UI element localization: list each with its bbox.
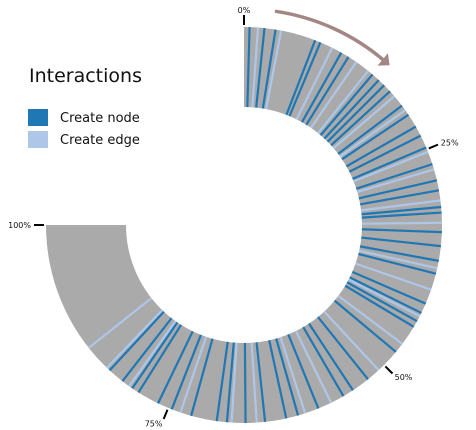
create-node-mark	[157, 330, 194, 404]
legend-label-create-node: Create node	[60, 111, 140, 126]
create-node-mark	[243, 342, 247, 424]
create-node-mark	[215, 341, 229, 422]
create-edge-mark	[358, 249, 438, 270]
create-edge-mark	[230, 342, 238, 423]
create-node-mark	[345, 125, 417, 168]
create-edge-mark	[294, 330, 333, 404]
create-node-mark	[323, 79, 380, 140]
create-node-mark	[330, 90, 391, 147]
create-node-mark	[108, 310, 165, 372]
create-node-mark	[341, 113, 410, 161]
create-edge-mark	[251, 27, 260, 108]
create-node-mark	[225, 342, 235, 423]
create-node-mark	[358, 179, 438, 200]
create-edge-mark	[295, 47, 334, 120]
create-edge-mark	[353, 150, 429, 183]
create-edge-mark	[332, 95, 396, 150]
legend-swatch-create-edge	[28, 131, 48, 148]
create-node-mark	[361, 228, 442, 234]
create-edge-mark	[323, 310, 380, 371]
create-node-mark	[261, 29, 277, 109]
create-node-mark	[305, 56, 350, 126]
create-edge-mark	[179, 336, 208, 413]
legend: Interactions Create node Create edge	[28, 65, 142, 148]
create-node-mark	[361, 236, 441, 248]
create-node-mark	[121, 317, 173, 382]
create-edge-mark	[317, 70, 370, 134]
direction-arrow-head	[377, 53, 390, 66]
create-node-mark	[308, 322, 354, 391]
create-node-mark	[348, 134, 422, 173]
create-node-mark	[359, 189, 440, 206]
create-node-mark	[344, 284, 415, 328]
create-node-mark	[359, 245, 439, 262]
create-node-mark	[285, 39, 317, 116]
create-node-mark	[346, 281, 418, 323]
create-node-mark	[246, 27, 251, 108]
create-edge-mark	[106, 309, 164, 369]
create-node-mark	[275, 338, 300, 416]
create-node-mark	[317, 316, 369, 381]
create-node-mark	[302, 326, 345, 397]
create-node-mark	[361, 205, 442, 216]
legend-title: Interactions	[29, 65, 142, 87]
direction-arrow	[274, 9, 385, 62]
create-node-mark	[355, 163, 433, 190]
create-edge-mark	[88, 297, 153, 349]
create-edge-mark	[337, 294, 403, 345]
create-node-mark	[288, 41, 322, 117]
create-node-mark	[352, 146, 427, 180]
create-edge-mark	[310, 61, 358, 129]
create-edge-mark	[360, 199, 441, 212]
interaction-marks	[88, 27, 443, 424]
create-node-mark	[268, 340, 288, 419]
legend-label-create-edge: Create edge	[60, 133, 140, 148]
create-node-mark	[326, 84, 386, 143]
progress-tick	[162, 409, 169, 420]
create-edge-mark	[279, 336, 307, 414]
progress-tick-label: 25%	[441, 139, 459, 148]
create-node-mark	[190, 338, 214, 417]
create-edge-mark	[348, 278, 421, 318]
create-node-mark	[351, 270, 427, 305]
create-edge-mark	[361, 221, 443, 225]
create-node-mark	[349, 276, 422, 314]
progress-tick	[384, 365, 394, 375]
create-edge-mark	[356, 168, 435, 193]
create-edge-mark	[355, 262, 432, 291]
legend-swatch-create-node	[28, 109, 48, 126]
create-node-mark	[131, 321, 179, 390]
create-node-mark	[361, 211, 442, 219]
progress-tick-label: 0%	[238, 6, 251, 15]
create-node-mark	[255, 342, 267, 422]
progress-tick-label: 50%	[395, 373, 413, 382]
create-edge-mark	[250, 342, 258, 423]
create-node-mark	[170, 334, 202, 410]
create-node-mark	[287, 333, 320, 409]
progress-tick-label: 75%	[145, 420, 163, 429]
create-node-mark	[337, 104, 403, 155]
create-node-mark	[137, 324, 183, 394]
create-node-mark	[255, 27, 266, 108]
create-node-mark	[319, 73, 374, 136]
create-node-mark	[333, 299, 397, 353]
progress-tick	[428, 143, 439, 150]
progress-tick-label: 100%	[8, 221, 31, 230]
create-edge-mark	[265, 30, 283, 110]
create-edge-mark	[339, 109, 406, 158]
create-node-mark	[358, 252, 437, 275]
create-node-mark	[301, 52, 343, 123]
progress-ticks: 0% 25% 50% 75% 100%	[8, 6, 459, 429]
create-edge-mark	[128, 320, 177, 387]
